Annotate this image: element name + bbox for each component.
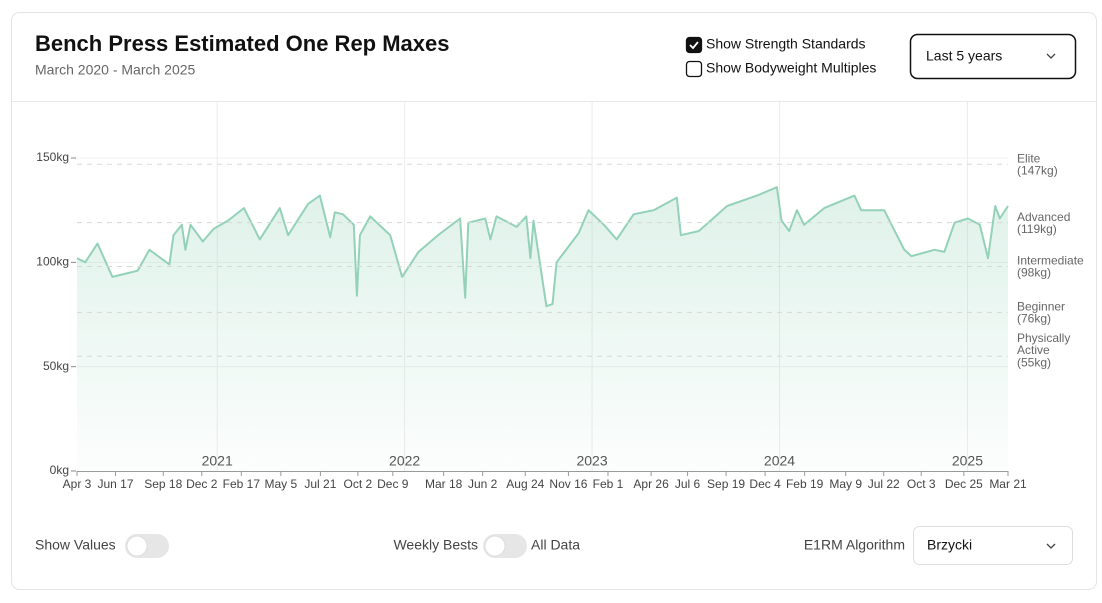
select-label: E1RM Algorithm bbox=[804, 537, 905, 553]
x-tick-label: Dec 9 bbox=[377, 477, 409, 491]
toggle-knob bbox=[484, 535, 506, 557]
range-select[interactable] bbox=[909, 33, 1077, 80]
standard-label: (119kg) bbox=[1017, 222, 1057, 236]
area bbox=[77, 187, 1008, 471]
y-tick-label: 50kg bbox=[43, 359, 69, 373]
standard-name: Elite bbox=[1017, 151, 1041, 165]
select-value: Brzycki bbox=[927, 537, 972, 553]
y-tick-label: 100kg bbox=[36, 255, 69, 269]
year-label: 2021 bbox=[202, 453, 233, 469]
toggle-label: All Data bbox=[531, 537, 580, 553]
year-label: 2023 bbox=[576, 453, 607, 469]
chevron bbox=[1046, 543, 1056, 549]
checkbox-label: Show Bodyweight Multiples bbox=[706, 60, 876, 76]
x-tick-label: Aug 24 bbox=[506, 477, 544, 491]
standard-name: Beginner bbox=[1017, 300, 1065, 314]
toggle-label: Weekly Bests bbox=[393, 537, 478, 553]
range-select-value: Last 5 years bbox=[926, 48, 1002, 64]
x-tick-label: Mar 18 bbox=[425, 477, 463, 491]
x-tick-label: May 9 bbox=[829, 477, 862, 491]
year-label: 2024 bbox=[764, 453, 795, 469]
x-tick-label: Jun 2 bbox=[468, 477, 498, 491]
year-label: 2022 bbox=[389, 453, 420, 469]
y-tick-label: 0kg bbox=[50, 463, 69, 477]
chevron bbox=[1046, 53, 1056, 59]
x-tick-label: Jun 17 bbox=[97, 477, 133, 491]
standard-label: (55kg) bbox=[1017, 355, 1051, 369]
line bbox=[76, 186, 1009, 308]
standard-name: Advanced bbox=[1017, 210, 1070, 224]
x-tick-label: Dec 4 bbox=[749, 477, 781, 491]
standard-name: Physically Active bbox=[1017, 331, 1070, 357]
x-tick-label: Jul 21 bbox=[304, 477, 336, 491]
x-tick-label: Nov 16 bbox=[549, 477, 587, 491]
x-tick-label: Jul 22 bbox=[868, 477, 900, 491]
y-tick-label: 150kg bbox=[36, 150, 69, 164]
title: Bench Press Estimated One Rep Maxes bbox=[35, 31, 450, 56]
standard-label: (147kg) bbox=[1017, 163, 1058, 177]
x-tick-label: Mar 21 bbox=[989, 477, 1027, 491]
checkbox[interactable] bbox=[685, 36, 703, 54]
standard-name: Intermediate bbox=[1017, 254, 1084, 268]
x-tick-label: Oct 2 bbox=[344, 477, 373, 491]
standard-label: (76kg) bbox=[1017, 312, 1051, 326]
x-tick-label: Feb 17 bbox=[223, 477, 261, 491]
x-tick-label: Dec 25 bbox=[945, 477, 983, 491]
checkbox[interactable] bbox=[685, 60, 703, 78]
standard-label: (98kg) bbox=[1017, 266, 1051, 280]
x-tick-label: Feb 1 bbox=[593, 477, 624, 491]
x-tick-label: May 5 bbox=[265, 477, 298, 491]
x-tick-label: Sep 19 bbox=[707, 477, 745, 491]
year-label: 2025 bbox=[952, 453, 983, 469]
checkbox-label: Show Strength Standards bbox=[706, 36, 866, 52]
x-tick-label: Dec 2 bbox=[186, 477, 218, 491]
x-tick-label: Oct 3 bbox=[907, 477, 936, 491]
x-tick-label: Feb 19 bbox=[786, 477, 824, 491]
x-tick-label: Jul 6 bbox=[675, 477, 701, 491]
x-tick-label: Sep 18 bbox=[144, 477, 182, 491]
toggle-knob bbox=[126, 535, 148, 557]
subtitle: March 2020 - March 2025 bbox=[35, 62, 196, 78]
x-tick-label: Apr 26 bbox=[633, 477, 669, 491]
algorithm-select[interactable] bbox=[913, 526, 1073, 565]
check-mark bbox=[689, 41, 699, 50]
x-tick-label: Apr 3 bbox=[63, 477, 92, 491]
toggle-label: Show Values bbox=[35, 537, 116, 553]
